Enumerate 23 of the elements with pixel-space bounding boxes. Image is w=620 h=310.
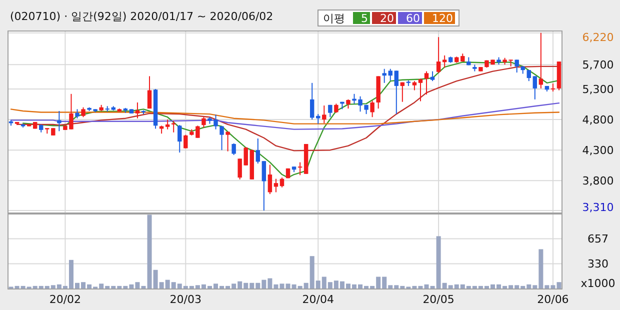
y-tick-label: 330 — [588, 258, 608, 271]
y-tick-label: 6,220 — [582, 31, 614, 44]
line-series — [10, 102, 560, 130]
x-tick-label: 20/04 — [302, 293, 334, 306]
y-tick-label: 4,800 — [582, 114, 614, 127]
line-series — [10, 108, 560, 124]
chart-title: (020710) · 일간(92일) 2020/01/17 ~ 2020/06/02 — [10, 10, 274, 23]
x-tick-label: 20/02 — [49, 293, 82, 306]
y-tick-label: 5,300 — [582, 83, 614, 96]
legend-title: 이평 — [323, 12, 345, 25]
y-tick-label: 3,800 — [582, 174, 614, 188]
y-tick-label: 5,700 — [582, 58, 614, 72]
y-tick-label: 4,300 — [582, 144, 614, 158]
text: 20 — [380, 12, 394, 25]
text: 60 — [406, 12, 420, 25]
y-tick-label: 3,310 — [582, 201, 614, 214]
x-tick-label: 20/03 — [170, 293, 202, 306]
y-tick-label: x1000 — [580, 277, 616, 290]
y-tick-label: 657 — [588, 232, 608, 246]
text: 5 — [361, 12, 368, 25]
x-tick-label: 20/05 — [422, 293, 454, 306]
text: 120 — [432, 12, 453, 25]
x-tick-label: 20/06 — [537, 293, 569, 306]
